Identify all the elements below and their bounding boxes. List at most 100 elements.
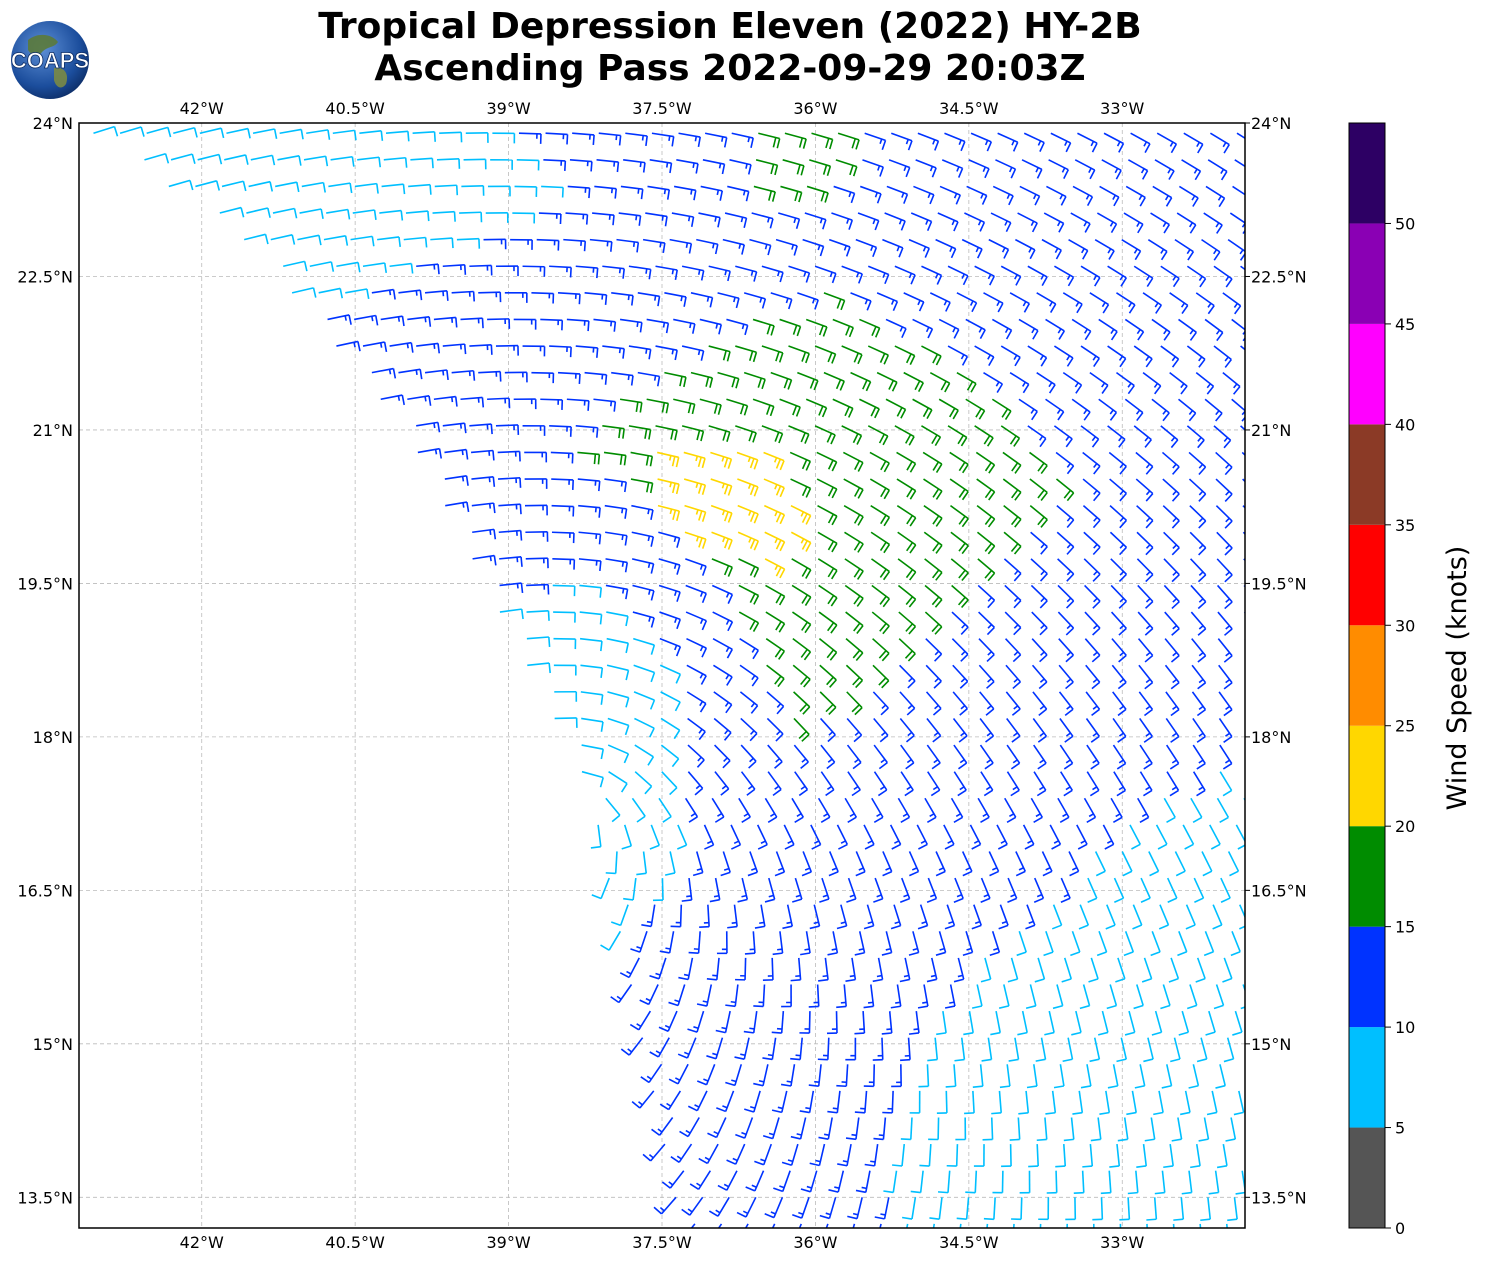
colorbar-label: Wind Speed (knots) xyxy=(1442,546,1473,811)
wind-barb xyxy=(1017,212,1038,233)
wind-barb xyxy=(950,558,969,582)
wind-barb xyxy=(146,126,172,138)
wind-barb xyxy=(1077,132,1098,153)
wind-barb xyxy=(219,206,245,218)
wind-barb xyxy=(1203,930,1215,957)
wind-barb xyxy=(706,1037,724,1060)
wind-barb xyxy=(681,265,705,281)
wind-barb xyxy=(843,478,864,499)
wind-barb xyxy=(1227,851,1240,877)
wind-barb xyxy=(433,316,458,328)
wind-barb xyxy=(569,159,593,172)
y-tick-label-right: 16.5°N xyxy=(1251,881,1307,900)
wind-barb xyxy=(867,265,890,285)
wind-barb xyxy=(524,478,548,489)
wind-barb xyxy=(1181,159,1202,181)
wind-barb xyxy=(1115,372,1135,395)
wind-barb xyxy=(1147,238,1168,261)
wind-barb xyxy=(869,478,891,500)
wind-barb xyxy=(992,1170,1004,1194)
wind-barb xyxy=(937,1170,951,1194)
wind-barb xyxy=(1041,851,1053,877)
wind-barb xyxy=(1190,584,1207,610)
wind-barb xyxy=(837,132,860,150)
wind-barb xyxy=(1062,1037,1074,1063)
wind-barb xyxy=(430,237,454,249)
wind-barb xyxy=(799,1090,815,1114)
wind-barb xyxy=(1238,904,1245,930)
wind-barb xyxy=(900,744,915,770)
wind-barb xyxy=(1240,425,1245,431)
wind-barb xyxy=(1018,1090,1030,1115)
wind-barb xyxy=(655,265,678,281)
wind-barb xyxy=(947,345,969,366)
wind-barb xyxy=(524,451,548,463)
wind-barb xyxy=(1033,877,1045,903)
wind-barb xyxy=(792,1197,810,1219)
wind-barb xyxy=(1008,1037,1020,1062)
wind-barb xyxy=(977,558,996,582)
wind-barb xyxy=(1003,505,1022,528)
wind-barb xyxy=(1150,212,1170,234)
wind-barb xyxy=(752,318,775,336)
wind-barb xyxy=(518,132,542,144)
wind-barb xyxy=(864,1143,879,1167)
wind-barb xyxy=(651,132,675,147)
wind-barb xyxy=(686,664,707,685)
wind-barb xyxy=(623,877,637,901)
wind-barb xyxy=(301,181,326,193)
wind-barb xyxy=(1016,931,1027,957)
colorbar-tick-label: 20 xyxy=(1395,817,1415,836)
wind-barb xyxy=(974,345,995,367)
wind-barb xyxy=(717,292,740,309)
wind-barb xyxy=(991,398,1012,420)
wind-barb xyxy=(951,638,969,662)
wind-barb xyxy=(639,984,659,1006)
wind-barb xyxy=(1023,132,1045,152)
wind-barb xyxy=(756,824,768,850)
wind-barb xyxy=(862,159,884,177)
wind-barb xyxy=(792,664,811,688)
wind-barb xyxy=(658,584,681,602)
wind-barb xyxy=(763,478,785,498)
wind-barb xyxy=(951,584,969,609)
wind-barb xyxy=(797,371,819,391)
wind-barb xyxy=(605,797,621,823)
wind-barb xyxy=(463,158,487,170)
wind-barb xyxy=(513,398,537,410)
wind-barb xyxy=(1109,505,1128,529)
colorbar-segment xyxy=(1349,323,1385,425)
wind-barb xyxy=(737,478,759,497)
wind-barb xyxy=(871,558,891,581)
wind-barb xyxy=(956,1197,970,1221)
wind-barb xyxy=(952,664,969,689)
wind-barb xyxy=(894,265,916,285)
wind-barb xyxy=(836,1064,849,1088)
wind-barb xyxy=(1112,691,1127,717)
wind-barb xyxy=(846,744,862,770)
wind-barb xyxy=(385,130,410,142)
wind-barb xyxy=(827,931,839,956)
wind-barb xyxy=(847,1197,863,1220)
wind-barb xyxy=(578,531,602,545)
wind-barb xyxy=(817,504,838,526)
wind-barb xyxy=(952,691,968,716)
wind-barb xyxy=(651,1117,674,1136)
wind-barb xyxy=(926,957,938,983)
wind-barb xyxy=(1141,957,1153,983)
wind-barb xyxy=(1032,717,1048,743)
wind-barb xyxy=(710,451,733,469)
wind-barb xyxy=(471,502,496,514)
wind-barb xyxy=(677,1037,697,1059)
wind-barb xyxy=(1030,584,1048,609)
wind-barb xyxy=(658,531,681,548)
wind-barb xyxy=(326,208,351,220)
wind-barb xyxy=(577,451,601,465)
wind-barb xyxy=(417,447,443,459)
wind-barb xyxy=(602,425,625,439)
wind-barb xyxy=(992,185,1014,206)
wind-barb xyxy=(1083,558,1101,582)
wind-barb xyxy=(899,664,916,689)
wind-barb xyxy=(863,904,875,930)
wind-barb xyxy=(727,185,750,202)
